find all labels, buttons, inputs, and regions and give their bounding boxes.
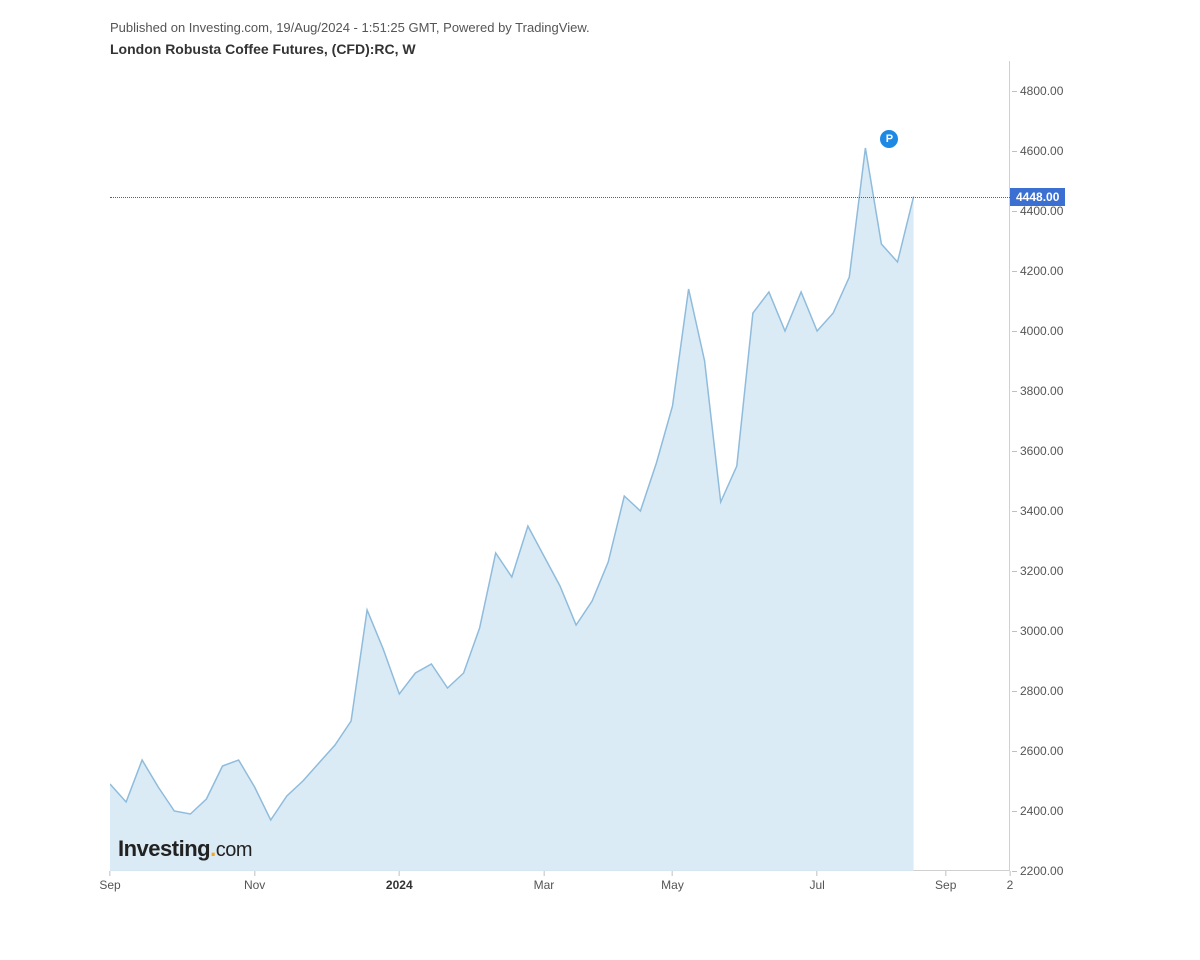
watermark-suffix: com: [216, 839, 252, 861]
chart-area[interactable]: P Investing.com 4448.00 2200.00 2400.00 26…: [110, 61, 1110, 901]
publish-info: Published on Investing.com, 19/Aug/2024 …: [110, 20, 1110, 35]
y-tick-label: 2800.00: [1012, 684, 1063, 698]
x-tick-label: Sep: [935, 871, 956, 892]
y-tick-label: 4000.00: [1012, 324, 1063, 338]
x-tick-label: Sep: [99, 871, 120, 892]
y-tick-label: 3000.00: [1012, 624, 1063, 638]
price-series: [110, 61, 1010, 871]
x-tick-label: 2024: [386, 871, 413, 892]
chart-title-suffix: , W: [395, 41, 416, 57]
watermark-logo: Investing.com: [118, 836, 252, 862]
x-tick-label: Jul: [809, 871, 824, 892]
chart-title-main: London Robusta Coffee Futures, (CFD):RC: [110, 41, 395, 57]
x-tick-label: Nov: [244, 871, 265, 892]
p-marker-icon: P: [880, 130, 898, 148]
plot-region[interactable]: P Investing.com: [110, 61, 1010, 871]
x-axis-ticks: SepNov2024MarMayJulSep2: [110, 871, 1010, 901]
x-tick-label: 2: [1007, 871, 1014, 892]
y-tick-label: 4200.00: [1012, 264, 1063, 278]
current-price-line: [110, 197, 1010, 198]
y-tick-label: 4800.00: [1012, 84, 1063, 98]
y-tick-label: 2200.00: [1012, 864, 1063, 878]
y-axis-ticks: 2200.002400.002600.002800.003000.003200.…: [1012, 61, 1110, 871]
watermark-brand: Investing: [118, 836, 210, 861]
y-tick-label: 3200.00: [1012, 564, 1063, 578]
y-tick-label: 3400.00: [1012, 504, 1063, 518]
y-tick-label: 4400.00: [1012, 204, 1063, 218]
y-tick-label: 2400.00: [1012, 804, 1063, 818]
chart-title: London Robusta Coffee Futures, (CFD):RC,…: [110, 41, 1110, 57]
y-tick-label: 3800.00: [1012, 384, 1063, 398]
current-price-badge: 4448.00: [1010, 188, 1065, 206]
y-tick-label: 4600.00: [1012, 144, 1063, 158]
chart-container: Published on Investing.com, 19/Aug/2024 …: [110, 20, 1110, 901]
x-tick-label: Mar: [534, 871, 555, 892]
x-tick-label: May: [661, 871, 684, 892]
y-tick-label: 3600.00: [1012, 444, 1063, 458]
y-tick-label: 2600.00: [1012, 744, 1063, 758]
